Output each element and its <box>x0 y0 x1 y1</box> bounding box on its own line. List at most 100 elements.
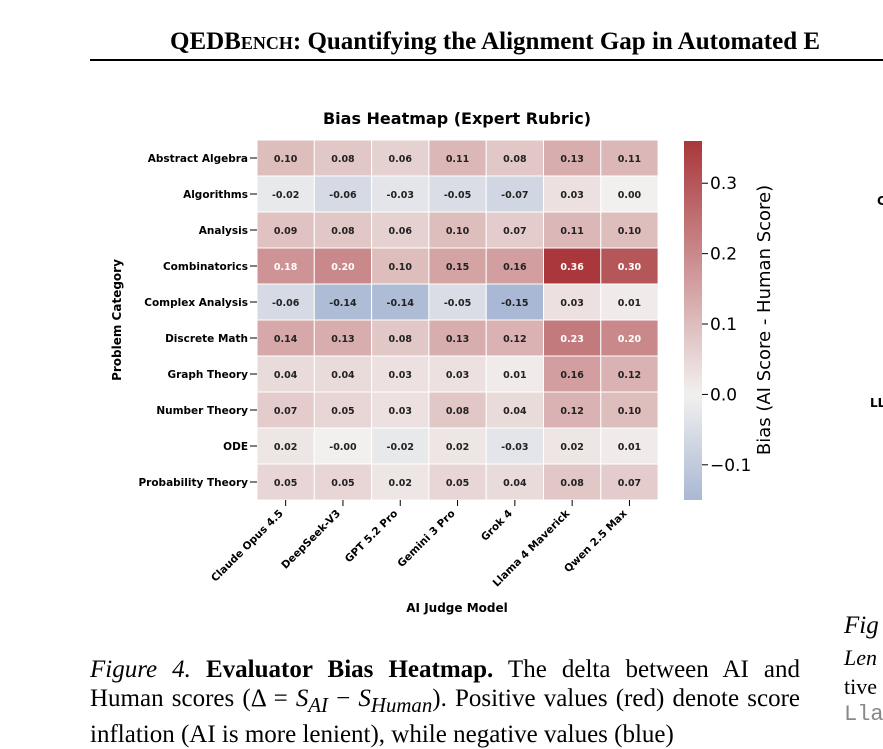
row-label: Discrete Math <box>165 333 248 345</box>
cell-value-label: 0.02 <box>560 442 583 453</box>
colorbar-label: Bias (AI Score - Human Score) <box>754 185 775 455</box>
cell-value-label: 0.05 <box>446 478 469 489</box>
cell-value-label: 0.12 <box>503 334 526 345</box>
right-col-frag-ll: LL <box>870 396 883 410</box>
caption-formula-ai: AI <box>308 693 328 717</box>
right-col-frag-fig: Fig <box>844 612 879 639</box>
cell-value-label: 0.05 <box>274 478 297 489</box>
row-label: Abstract Algebra <box>148 153 248 165</box>
cell-value-label: 0.02 <box>389 478 412 489</box>
heatmap-cell <box>543 283 602 321</box>
cell-value-label: 0.11 <box>560 226 583 237</box>
heatmap-cell <box>543 355 602 393</box>
cell-value-label: 0.08 <box>503 154 527 165</box>
row-label: Complex Analysis <box>144 297 248 309</box>
heatmap-cell <box>485 247 545 285</box>
cell-value-label: 0.10 <box>618 406 642 417</box>
cell-value-label: 0.16 <box>503 262 527 273</box>
y-axis-label: Problem Category <box>110 259 124 381</box>
cell-value-label: 0.00 <box>618 190 642 201</box>
heatmap-cell <box>600 175 659 213</box>
row-label: Algorithms <box>183 189 248 201</box>
heatmap-cell <box>600 319 659 357</box>
x-axis-label: AI Judge Model <box>406 601 507 615</box>
header-title-smallcaps: ench <box>240 28 293 55</box>
heatmap-cell <box>485 211 545 249</box>
colorbar-tick-label: 0.2 <box>710 245 737 265</box>
cell-value-label: 0.08 <box>389 334 413 345</box>
colorbar-tick-label: 0.3 <box>710 174 737 194</box>
column-label: DeepSeek-V3 <box>279 508 343 572</box>
heatmap-cell <box>600 139 659 177</box>
cell-value-label: 0.08 <box>331 154 355 165</box>
cell-value-label: 0.06 <box>389 154 413 165</box>
column-label: Gemini 3 Pro <box>395 508 457 570</box>
cell-value-label: 0.13 <box>331 334 354 345</box>
heatmap-cell <box>600 247 659 285</box>
bias-heatmap-figure: Bias Heatmap (Expert Rubric) 0.10 0.08 0.0… <box>110 109 775 615</box>
cell-value-label: 0.20 <box>618 334 642 345</box>
heatmap-cell <box>428 391 487 429</box>
cell-value-label: 0.03 <box>389 370 412 381</box>
caption-title: Evaluator Bias Heatmap. <box>206 656 494 683</box>
cell-value-label: 0.36 <box>560 262 584 273</box>
heatmap-cell <box>600 427 659 465</box>
header-title-part2: : Quantifying the Alignment Gap in Autom… <box>292 28 821 55</box>
cell-value-label: -0.00 <box>329 442 357 453</box>
right-col-frag-tive: tive <box>844 674 877 699</box>
cell-value-label: -0.02 <box>272 190 299 201</box>
cell-value-label: 0.14 <box>274 334 298 345</box>
cell-value-label: 0.08 <box>446 406 470 417</box>
heatmap-cell <box>428 139 487 177</box>
heatmap-cell <box>600 391 659 429</box>
caption-formula-s1: S <box>295 685 309 712</box>
cell-value-label: 0.09 <box>274 226 297 237</box>
cell-value-label: 0.05 <box>331 406 354 417</box>
caption-formula-minus: − <box>328 685 359 712</box>
column-label: Grok 4 <box>479 508 515 544</box>
heatmap-cell <box>543 427 602 465</box>
heatmap-cell <box>371 319 430 357</box>
heatmap-cell <box>485 175 545 213</box>
colorbar-tick-label: 0.0 <box>710 385 737 405</box>
colorbar-ticks: −0.1 0.0 0.1 0.2 0.3 <box>702 174 751 476</box>
heatmap-cell <box>543 139 602 177</box>
cell-value-label: 0.06 <box>389 226 413 237</box>
cell-value-label: 0.08 <box>331 226 355 237</box>
cell-value-label: 0.12 <box>618 370 641 381</box>
cell-value-label: -0.06 <box>272 298 300 309</box>
row-label: Probability Theory <box>138 477 248 489</box>
cell-value-label: 0.15 <box>446 262 469 273</box>
heatmap-cell <box>485 463 545 501</box>
cell-value-label: -0.02 <box>387 442 414 453</box>
heatmap-cell <box>485 283 545 321</box>
colorbar <box>684 141 702 500</box>
heatmap-cell <box>543 211 602 249</box>
heatmap-cell <box>313 319 373 357</box>
cell-value-label: 0.13 <box>560 154 583 165</box>
right-col-frag-c: C <box>877 194 883 208</box>
colorbar-tick-label: 0.1 <box>710 315 737 335</box>
cell-value-label: 0.11 <box>446 154 469 165</box>
heatmap-cell <box>313 211 373 249</box>
cell-value-label: 0.04 <box>274 370 298 381</box>
cell-value-label: 0.03 <box>389 406 412 417</box>
cell-value-label: -0.15 <box>501 298 528 309</box>
heatmap-cell <box>543 319 602 357</box>
column-label: Qwen 2.5 Max <box>562 507 630 575</box>
cell-value-label: 0.01 <box>503 370 526 381</box>
cell-value-label: -0.03 <box>387 190 414 201</box>
cell-value-label: 0.01 <box>618 298 641 309</box>
cell-value-label: 0.03 <box>560 190 583 201</box>
cell-value-label: 0.02 <box>446 442 469 453</box>
cell-value-label: -0.03 <box>501 442 528 453</box>
cell-value-label: -0.06 <box>329 190 357 201</box>
heatmap-cell <box>428 247 487 285</box>
cell-value-label: 0.23 <box>560 334 583 345</box>
cell-value-label: -0.14 <box>329 298 357 309</box>
cell-value-label: 0.13 <box>446 334 469 345</box>
heatmap-cell <box>371 211 430 249</box>
cell-value-label: 0.10 <box>446 226 470 237</box>
row-label: ODE <box>223 441 248 453</box>
